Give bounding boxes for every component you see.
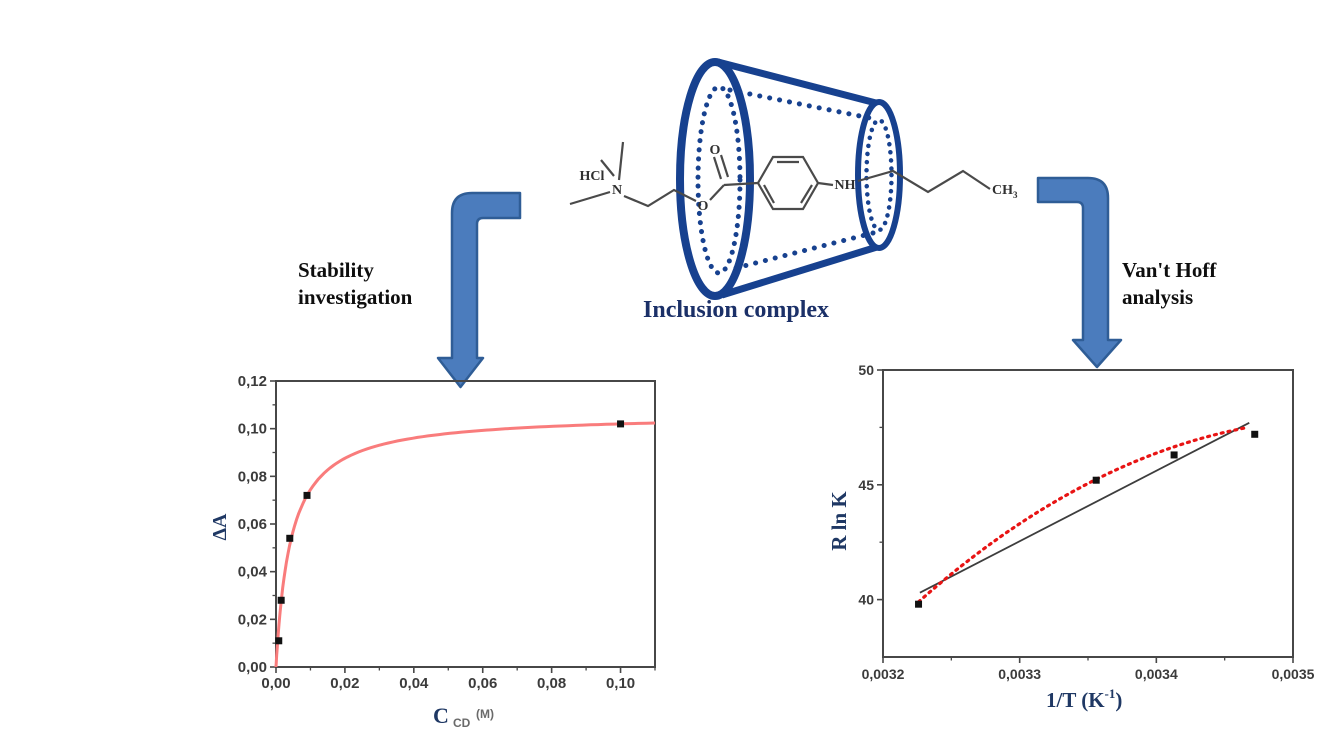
ch3-label: CH3 <box>992 183 1018 200</box>
data-point-marker <box>1251 430 1259 438</box>
vant-hoff-dotted-fit <box>916 425 1250 604</box>
y-tick-label: 0,00 <box>238 659 267 676</box>
data-point-marker <box>277 596 285 604</box>
tetracaine-molecule: HCl N O O NH CH3 <box>569 141 1018 214</box>
vant-hoff-label: Van't Hoff analysis <box>1122 257 1216 311</box>
benzene-ring <box>756 155 820 211</box>
data-point-marker <box>617 420 625 428</box>
data-point-marker <box>1092 476 1100 484</box>
stability-label: Stability investigation <box>298 257 412 311</box>
y-tick-label: 0,08 <box>238 468 267 485</box>
plot-frame <box>882 369 1294 658</box>
y-tick-label: 0,04 <box>238 564 268 581</box>
y-axis-label: R ln K <box>827 491 851 551</box>
ester-o-label: O <box>698 199 709 214</box>
data-point-marker <box>303 491 311 499</box>
cyclodextrin-inner-dotted-rim <box>695 84 743 276</box>
x-tick-label: 0,06 <box>468 675 497 692</box>
y-tick-label: 0,06 <box>238 516 267 533</box>
vant-hoff-label-line2: analysis <box>1122 285 1194 309</box>
x-axis-label-subscript: CD <box>453 716 471 730</box>
cyclodextrin-inner-dotted-rim-small <box>864 117 894 233</box>
x-tick-label: 0,10 <box>606 675 635 692</box>
x-tick-label: 0,02 <box>330 675 359 692</box>
x-tick-label: 0,08 <box>537 675 566 692</box>
x-axis-label-unit: (M) <box>476 707 494 721</box>
y-tick-label: 0,02 <box>238 611 267 628</box>
stability-label-line2: investigation <box>298 285 413 309</box>
stability-label-line1: Stability <box>298 258 374 282</box>
x-axis-label: C <box>433 703 449 728</box>
y-tick-label: 0,10 <box>238 421 267 438</box>
linear-fit-line <box>919 422 1250 594</box>
data-point-marker <box>915 600 923 608</box>
vant-hoff-label-line1: Van't Hoff <box>1122 258 1217 282</box>
y-tick-label: 45 <box>858 477 874 493</box>
cyclodextrin-cone <box>676 58 903 300</box>
hcl-label: HCl <box>580 169 605 184</box>
nh-label: NH <box>835 178 856 193</box>
carbonyl-o-label: O <box>710 143 721 158</box>
stability-arrow <box>436 191 522 389</box>
x-axis-label: 1/T (K-1) <box>1046 686 1122 712</box>
y-tick-label: 50 <box>858 362 874 378</box>
x-tick-label: 0,0032 <box>862 666 905 682</box>
y-axis-label: ΔA <box>209 513 231 541</box>
stability-chart: 0,00 0,02 0,04 0,06 0,08 0,10 0,00 0,02 0,04 0,06… <box>209 373 656 730</box>
cyclodextrin-wide-rim <box>676 58 754 300</box>
vant-hoff-arrow <box>1036 176 1123 369</box>
data-point-marker <box>275 637 283 645</box>
binding-isotherm-fit-curve <box>274 421 656 667</box>
amine-n-label: N <box>612 183 622 198</box>
x-tick-label: 0,04 <box>399 675 429 692</box>
y-tick-label: 0,12 <box>238 373 267 390</box>
y-tick-label: 40 <box>858 592 874 608</box>
x-tick-label: 0,0033 <box>998 666 1041 682</box>
inclusion-complex-illustration: HCl N O O NH CH3 <box>569 58 1018 300</box>
inclusion-complex-label: Inclusion complex <box>643 297 830 323</box>
data-point-marker <box>286 534 294 542</box>
data-point-marker <box>1170 451 1178 459</box>
x-tick-label: 0,0034 <box>1135 666 1178 682</box>
vant-hoff-chart: 0,0032 0,0033 0,0034 0,0035 40 45 50 R ln K 1/T … <box>827 362 1315 712</box>
x-tick-label: 0,0035 <box>1272 666 1315 682</box>
x-tick-label: 0,00 <box>261 675 290 692</box>
